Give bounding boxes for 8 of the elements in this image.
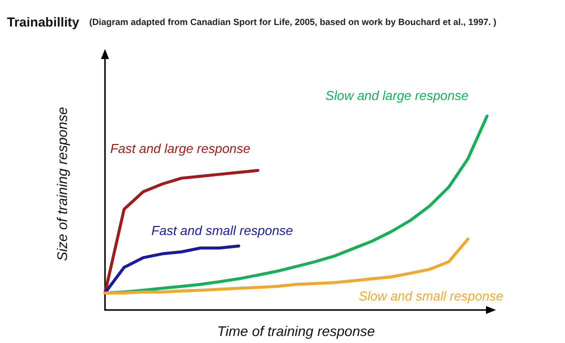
series-label: Slow and small response [358,288,504,304]
series-label: Fast and large response [110,140,250,156]
chart-subtitle: (Diagram adapted from Canadian Sport for Life, 2005, based on work by Bouchard et al., 1997. ) [89,17,496,27]
series-label: Fast and small response [151,222,294,238]
x-axis-title: Time of training response [217,323,376,339]
chart-title: Trainabillity [7,14,80,30]
y-axis-title: Size of training response [54,106,70,262]
series-label: Slow and large response [325,88,468,103]
